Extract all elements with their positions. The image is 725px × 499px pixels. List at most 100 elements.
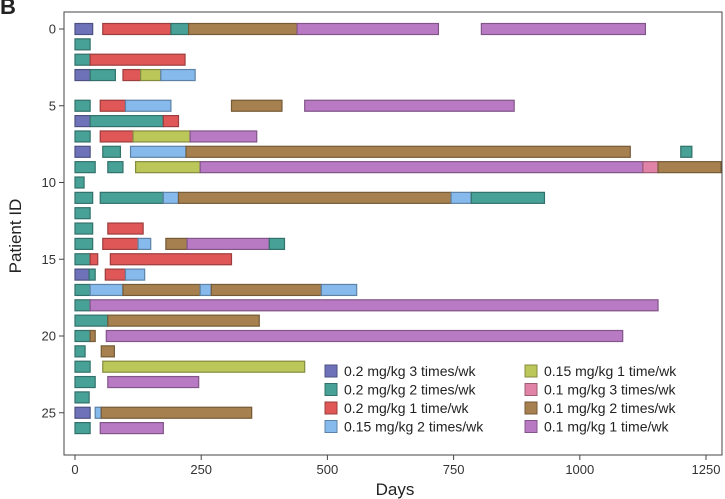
legend-swatch <box>524 420 538 433</box>
bar-patient-20-h <box>105 329 624 343</box>
x-tick-label: 250 <box>190 462 212 477</box>
bar-patient-23-h <box>107 375 200 389</box>
bar-patient-21-g <box>100 345 115 358</box>
bar-patient-21-b <box>74 345 86 358</box>
legend-label: 0.2 mg/kg 3 times/wk <box>344 363 476 379</box>
bar-patient-17-d <box>320 283 358 297</box>
bar-patient-1-b <box>74 38 91 51</box>
bar-patient-17-d <box>199 283 212 297</box>
bar-patient-17-d <box>89 283 124 297</box>
axes: 0 250 500 750 1000 1250 0 5 10 15 20 25 <box>42 22 721 478</box>
bar-patient-5-d <box>124 99 172 112</box>
bar-patient-18-b <box>74 299 91 312</box>
bar-patient-16-d <box>124 268 146 281</box>
legend-label: 0.1 mg/kg 2 times/wk <box>544 400 676 416</box>
y-tick-label: 5 <box>49 98 56 113</box>
bar-patient-15-b <box>74 253 91 266</box>
bar-patient-5-h <box>304 99 515 112</box>
bar-patient-17-g <box>122 283 201 297</box>
bar-patient-3-e <box>140 68 162 82</box>
bar-patient-17-g <box>210 283 322 297</box>
legend-label: 0.1 mg/kg 1 time/wk <box>544 419 669 435</box>
bar-patient-16-c <box>104 268 127 281</box>
y-tick-label: 10 <box>42 175 56 190</box>
legend-swatch <box>324 383 338 396</box>
x-tick-label: 1000 <box>565 462 594 477</box>
bar-patient-8-d <box>129 145 187 158</box>
bar-patient-9-b <box>107 161 124 174</box>
bar-patient-25-d <box>94 406 102 419</box>
bar-patient-9-f <box>642 161 659 174</box>
bar-patient-17-b <box>74 283 91 297</box>
bar-patient-7-c <box>99 130 134 143</box>
bar-patient-7-e <box>132 130 191 143</box>
bar-patient-24-b <box>74 391 90 404</box>
bar-patient-15-c <box>109 253 233 266</box>
y-tick-label: 25 <box>42 405 56 420</box>
plot-border <box>63 11 723 456</box>
bar-patient-15-c <box>89 253 99 266</box>
legend-swatch <box>524 383 538 396</box>
bar-patient-6-a <box>74 114 91 128</box>
legend-swatch <box>324 420 338 433</box>
bar-patient-23-b <box>74 375 96 389</box>
bar-patient-11-g <box>177 191 452 204</box>
y-tick-label: 20 <box>42 329 56 344</box>
legend-swatch <box>524 401 538 415</box>
bar-patient-7-b <box>74 130 91 143</box>
bar-patient-25-a <box>74 406 91 419</box>
bar-patient-19-g <box>107 314 260 327</box>
bar-patient-5-c <box>99 99 127 112</box>
bar-patient-0-a <box>74 22 94 36</box>
bar-patient-13-b <box>74 222 94 235</box>
bar-patient-13-c <box>107 222 144 235</box>
legend-swatch <box>324 401 338 415</box>
bar-patient-14-b <box>74 237 94 250</box>
bar-patient-9-h <box>199 161 644 174</box>
bar-patient-11-b <box>470 191 546 204</box>
treatment-bars <box>74 22 722 435</box>
y-axis-label: Patient ID <box>6 199 25 274</box>
x-tick-label: 750 <box>443 462 465 477</box>
bar-patient-9-e <box>134 161 201 174</box>
legend: 0.2 mg/kg 3 times/wk 0.2 mg/kg 2 times/wk… <box>324 363 677 435</box>
bar-patient-10-b <box>74 176 85 189</box>
bar-patient-11-d <box>450 191 472 204</box>
bar-patient-0-h <box>480 22 647 36</box>
bar-patient-9-g <box>657 161 722 174</box>
bar-patient-2-c <box>89 53 186 66</box>
y-tick-label: 15 <box>42 252 56 267</box>
bar-patient-11-b <box>99 191 164 204</box>
bar-patient-0-g <box>187 22 298 36</box>
legend-label: 0.15 mg/kg 2 times/wk <box>344 419 484 435</box>
bar-patient-9-b <box>74 161 96 174</box>
legend-label: 0.1 mg/kg 3 times/wk <box>544 382 676 398</box>
legend-swatch <box>324 364 338 378</box>
bar-patient-11-d <box>162 191 180 204</box>
bar-patient-16-b <box>88 268 96 281</box>
bar-patient-20-g <box>89 329 96 343</box>
bar-patient-2-b <box>74 53 91 66</box>
legend-label: 0.15 mg/kg 1 time/wk <box>544 363 677 379</box>
legend-label: 0.2 mg/kg 2 times/wk <box>344 382 476 398</box>
legend-label: 0.2 mg/kg 1 time/wk <box>344 400 469 416</box>
bar-patient-8-g <box>185 145 631 158</box>
bar-patient-12-b <box>74 207 91 220</box>
bar-patient-26-b <box>74 422 91 435</box>
bar-patient-14-c <box>102 237 139 250</box>
bar-patient-18-h <box>89 299 659 312</box>
bar-patient-11-b <box>74 191 94 204</box>
x-tick-label: 0 <box>71 462 78 477</box>
bar-patient-14-b <box>268 237 286 250</box>
bar-patient-14-d <box>137 237 152 250</box>
bar-patient-3-a <box>74 68 91 82</box>
bar-patient-22-b <box>74 360 91 373</box>
bar-patient-19-b <box>74 314 109 327</box>
bar-patient-26-h <box>99 422 164 435</box>
bar-patient-5-b <box>74 99 91 112</box>
x-tick-label: 500 <box>317 462 339 477</box>
bar-patient-14-h <box>186 237 270 250</box>
bar-patient-16-a <box>74 268 90 281</box>
bar-patient-3-c <box>122 68 142 82</box>
x-tick-label: 1250 <box>692 462 721 477</box>
